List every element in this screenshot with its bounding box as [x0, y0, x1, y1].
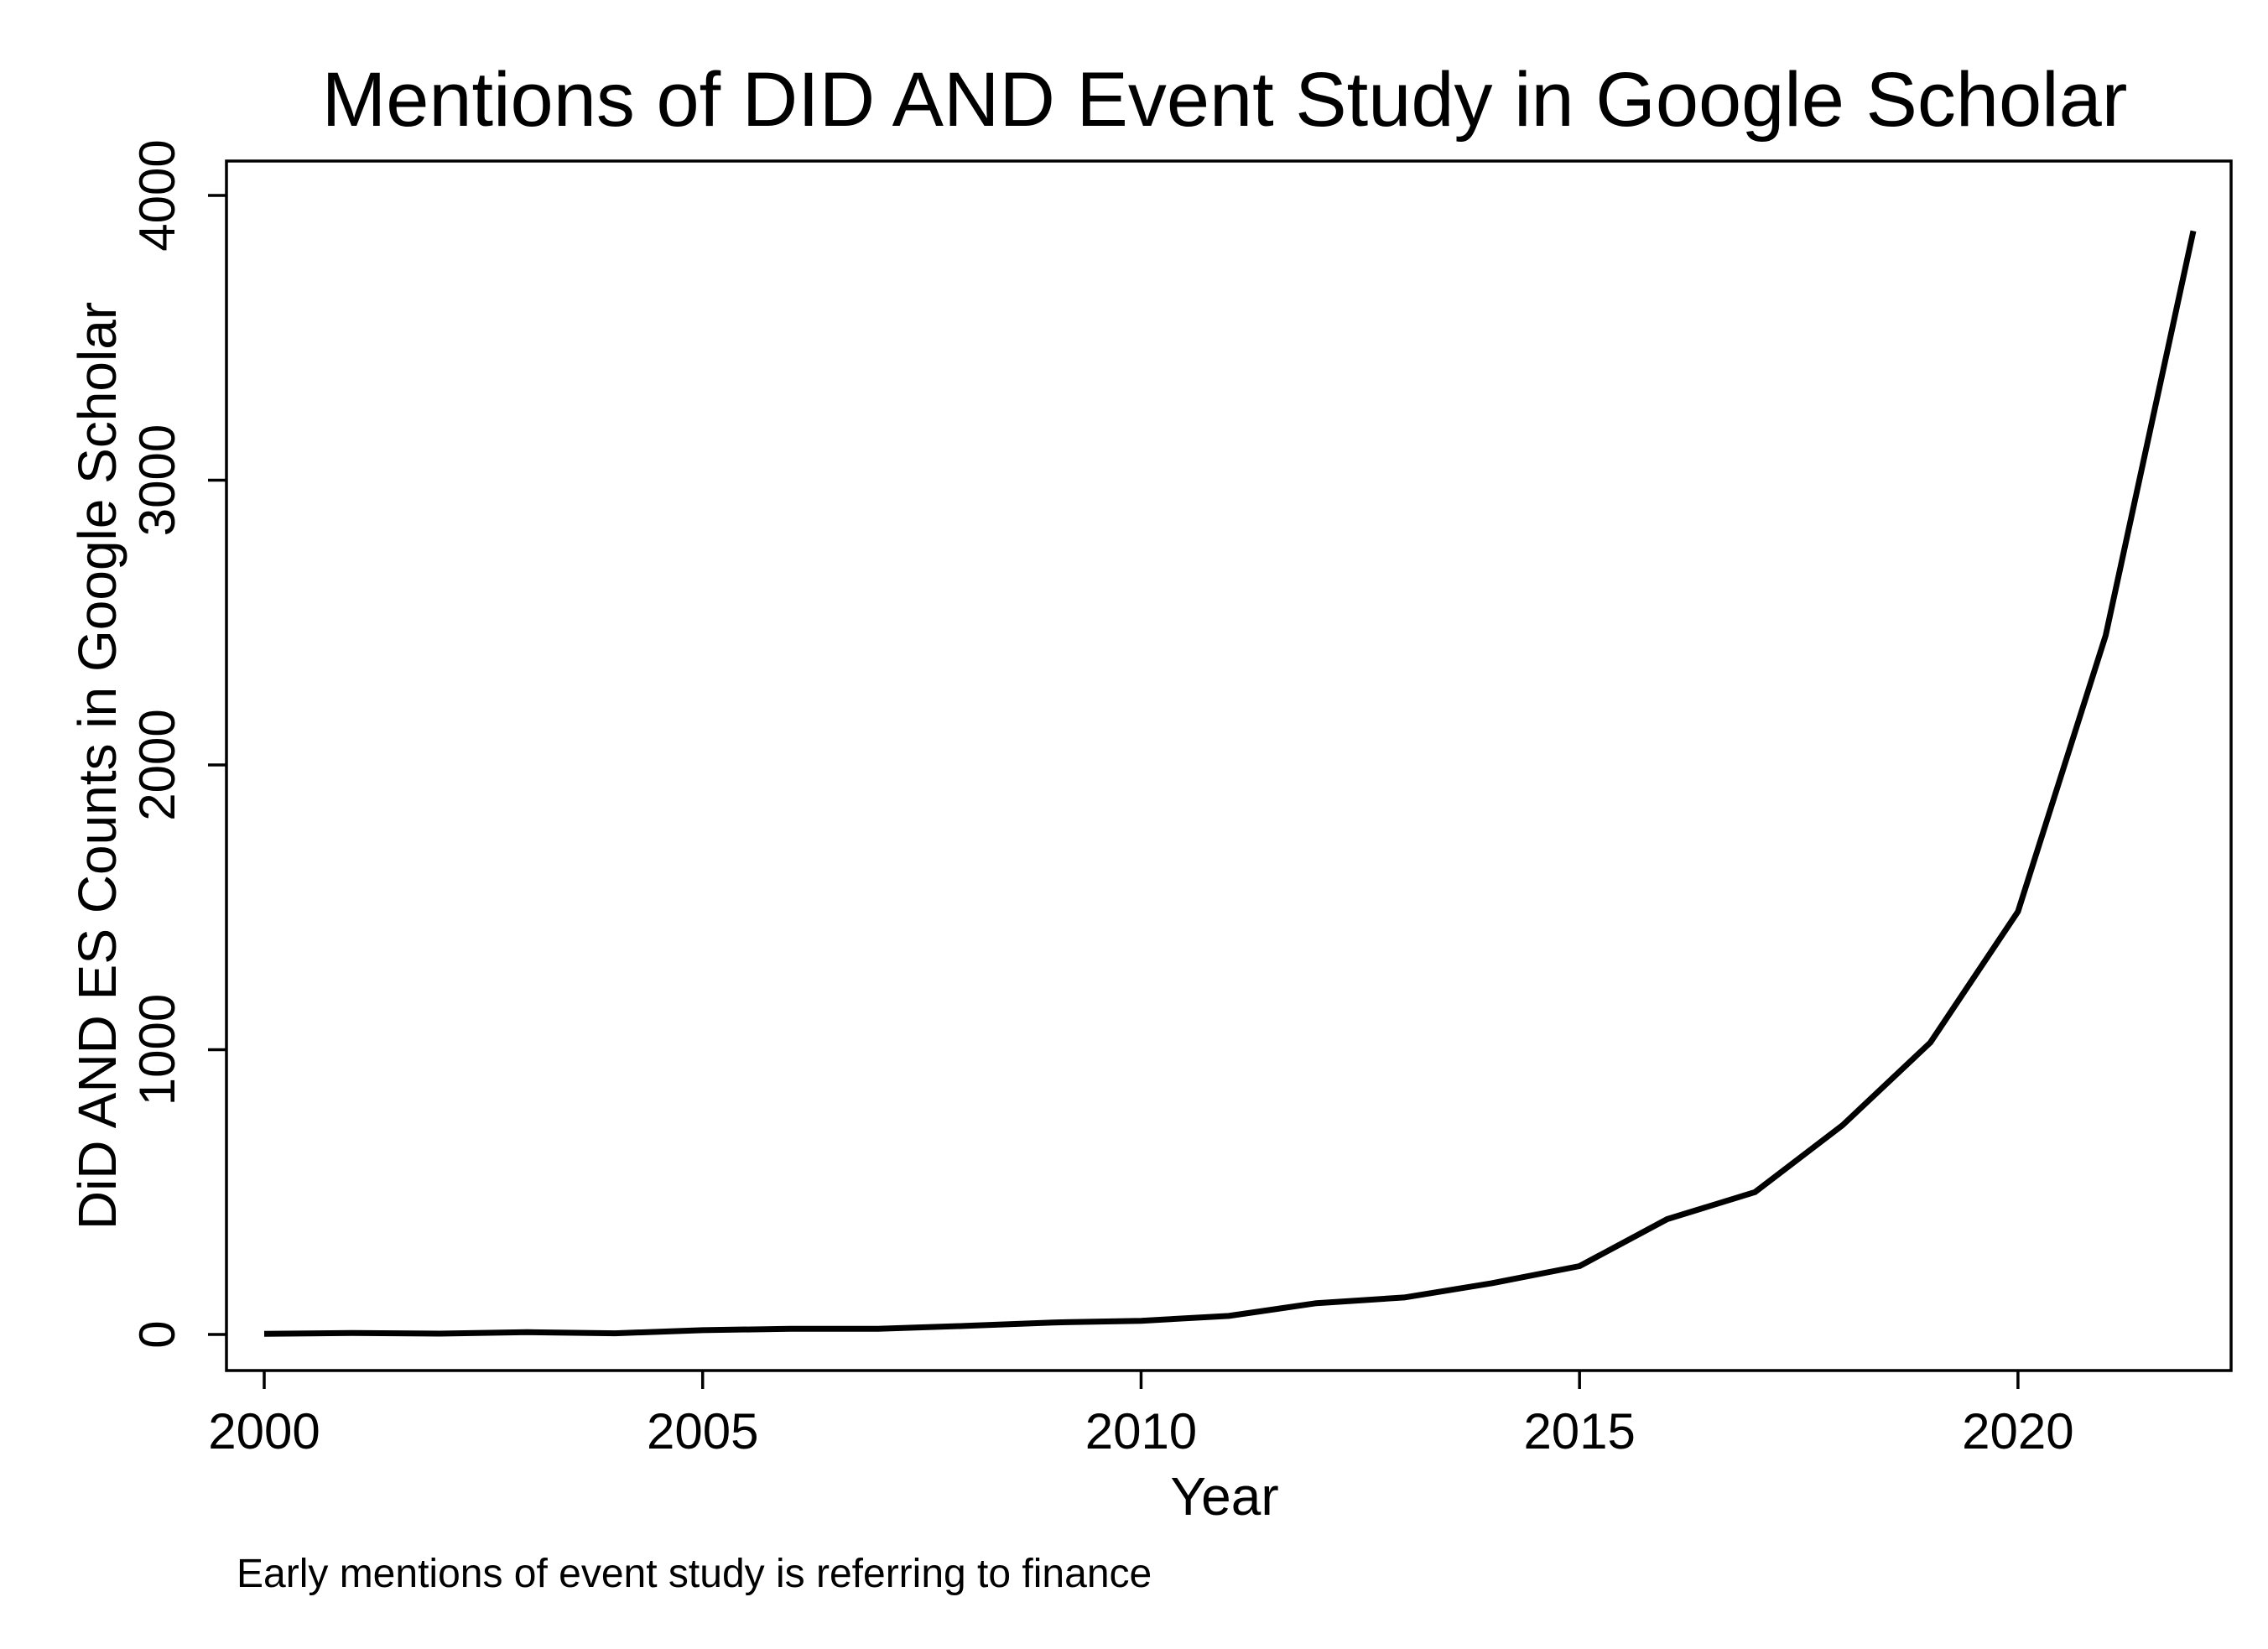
y-tick-label: 1000 [129, 994, 185, 1105]
chart-note: Early mentions of event study is referri… [237, 1552, 1152, 1596]
chart-title: Mentions of DID AND Event Study in Googl… [322, 57, 2128, 143]
x-axis: 2000 2005 2010 2015 2020 [208, 1371, 2074, 1459]
y-tick-label: 0 [129, 1320, 185, 1348]
y-axis-label: DiD AND ES Counts in Google Scholar [67, 302, 127, 1230]
y-tick-label: 4000 [129, 139, 185, 251]
series-line [263, 230, 2197, 1337]
x-tick-label: 2020 [1962, 1403, 2073, 1459]
x-tick-label: 2010 [1085, 1403, 1197, 1459]
x-tick-label: 2005 [647, 1403, 758, 1459]
y-tick-label: 2000 [129, 709, 185, 820]
y-tick-label: 3000 [129, 424, 185, 536]
plot-frame [225, 159, 2233, 1372]
x-tick-label: 2000 [208, 1403, 320, 1459]
x-axis-label: Year [1170, 1466, 1278, 1527]
x-tick-label: 2015 [1523, 1403, 1635, 1459]
y-axis: 0 1000 2000 3000 4000 [129, 139, 226, 1349]
